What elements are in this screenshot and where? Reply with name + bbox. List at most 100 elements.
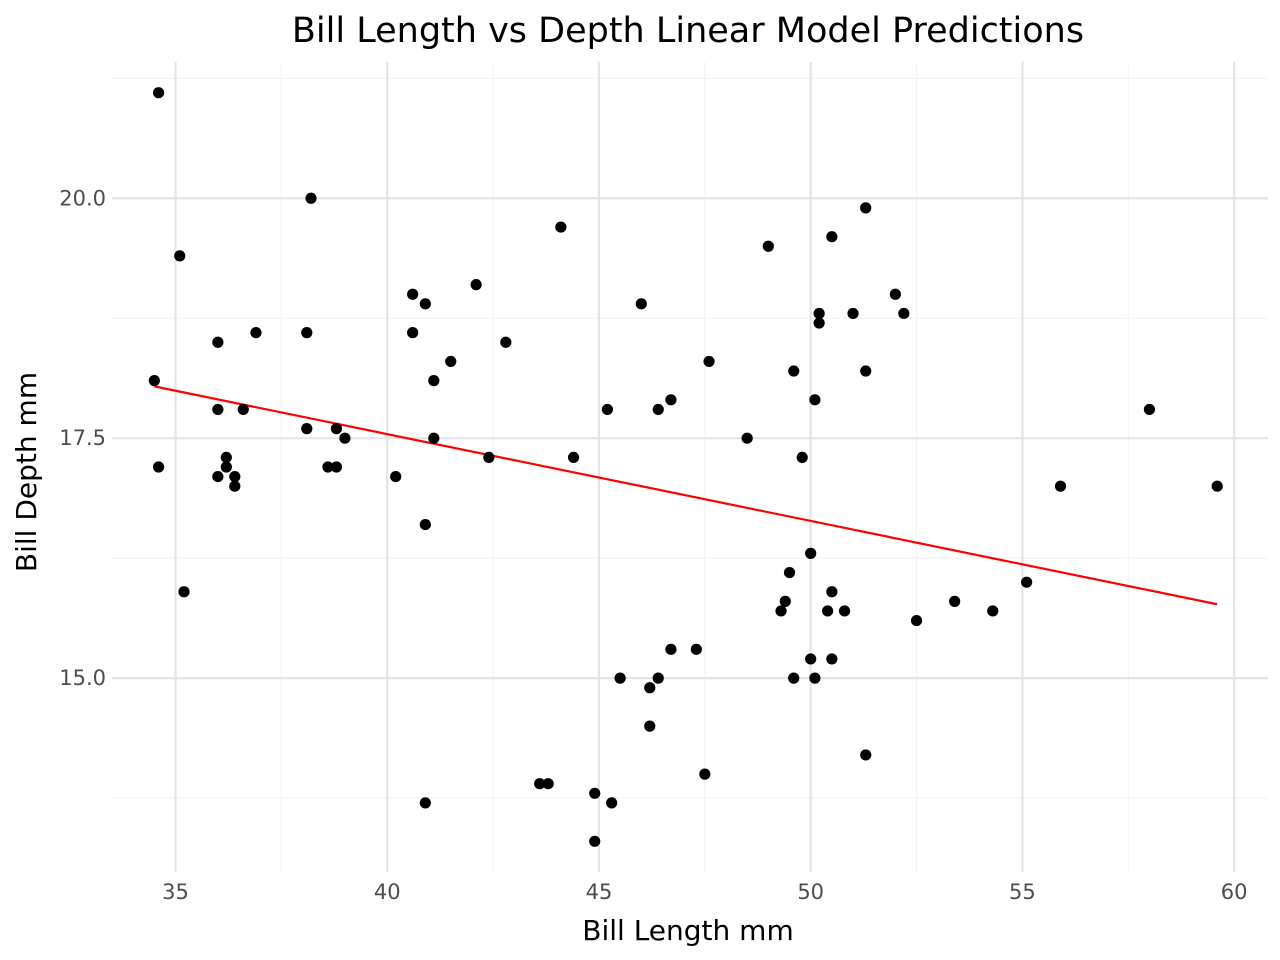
data-point: [589, 835, 601, 847]
data-point: [339, 432, 351, 444]
data-point: [614, 672, 626, 684]
data-point: [805, 653, 817, 665]
data-point: [589, 787, 601, 799]
data-point: [796, 451, 808, 464]
data-point: [500, 336, 512, 348]
data-point: [860, 749, 872, 761]
data-point: [838, 605, 851, 617]
data-point: [152, 87, 165, 99]
data-point: [949, 595, 961, 607]
data-point: [330, 423, 343, 435]
grid-lines: [112, 62, 1268, 872]
x-tick-label: 35: [162, 880, 189, 904]
x-tick-label: 40: [374, 880, 401, 904]
data-point: [889, 288, 901, 300]
y-tick-label: 20.0: [59, 186, 106, 210]
data-point: [860, 202, 872, 214]
points-layer: [148, 87, 1223, 847]
y-tick-label: 17.5: [59, 426, 106, 450]
data-point: [301, 327, 313, 339]
data-point: [237, 403, 249, 416]
data-point: [483, 451, 495, 464]
data-point: [644, 682, 656, 694]
data-point: [250, 327, 262, 339]
data-point: [419, 298, 431, 310]
data-point: [445, 355, 457, 368]
data-point: [635, 298, 647, 310]
data-point: [822, 605, 834, 617]
data-point: [809, 672, 821, 684]
data-point: [762, 240, 774, 252]
data-point: [741, 432, 753, 444]
x-tick-label: 55: [1009, 880, 1036, 904]
data-point: [542, 778, 554, 790]
data-point: [212, 403, 224, 416]
data-point: [813, 307, 825, 320]
data-point: [174, 250, 186, 262]
data-point: [690, 643, 702, 655]
data-point: [301, 423, 313, 435]
y-tick-label: 15.0: [59, 666, 106, 690]
data-point: [826, 653, 838, 665]
chart-title: Bill Length vs Depth Linear Model Predic…: [292, 11, 1084, 51]
data-point: [212, 336, 224, 348]
data-point: [665, 643, 677, 655]
data-point: [860, 365, 872, 377]
data-point: [826, 231, 838, 243]
y-tick-labels: 15.0 17.5 20.0: [59, 186, 106, 690]
data-point: [779, 595, 791, 607]
data-point: [178, 586, 190, 598]
data-point: [470, 279, 482, 291]
data-point: [390, 470, 402, 483]
data-point: [987, 605, 999, 617]
data-point: [407, 288, 419, 300]
x-tick-label: 45: [586, 880, 613, 904]
data-point: [652, 672, 664, 684]
data-point: [220, 461, 232, 473]
data-point: [555, 221, 567, 233]
x-tick-label: 50: [797, 880, 824, 904]
data-point: [419, 518, 431, 531]
data-point: [826, 586, 838, 598]
data-point: [809, 394, 821, 406]
data-point: [152, 461, 165, 473]
data-point: [322, 461, 334, 473]
data-point: [428, 432, 440, 444]
x-axis-title: Bill Length mm: [582, 914, 793, 947]
fit-line-layer: [154, 385, 1218, 606]
x-tick-label: 60: [1221, 880, 1248, 904]
data-point: [428, 375, 440, 387]
data-point: [699, 768, 711, 780]
data-point: [330, 461, 343, 473]
data-point: [788, 365, 800, 377]
data-point: [652, 403, 664, 416]
x-tick-labels: 35 40 45 50 55 60: [162, 880, 1247, 904]
y-axis-title: Bill Depth mm: [10, 372, 43, 572]
data-point: [229, 470, 241, 483]
data-point: [813, 317, 825, 329]
data-point: [1054, 480, 1067, 492]
data-point: [788, 672, 800, 684]
data-point: [805, 547, 817, 559]
data-point: [783, 566, 796, 579]
data-point: [534, 778, 546, 790]
data-point: [229, 480, 241, 492]
fit-line: [154, 385, 1218, 606]
data-point: [419, 797, 431, 809]
data-point: [567, 451, 580, 464]
data-point: [644, 720, 656, 732]
data-point: [1021, 576, 1033, 588]
data-point: [703, 355, 715, 368]
data-point: [148, 375, 160, 387]
data-point: [606, 797, 618, 809]
data-point: [1143, 403, 1156, 416]
data-point: [1211, 480, 1223, 492]
data-point: [847, 307, 859, 320]
data-point: [220, 451, 232, 464]
data-point: [775, 605, 787, 617]
data-point: [910, 614, 923, 627]
data-point: [407, 327, 419, 339]
data-point: [305, 192, 317, 204]
data-point: [601, 403, 614, 416]
